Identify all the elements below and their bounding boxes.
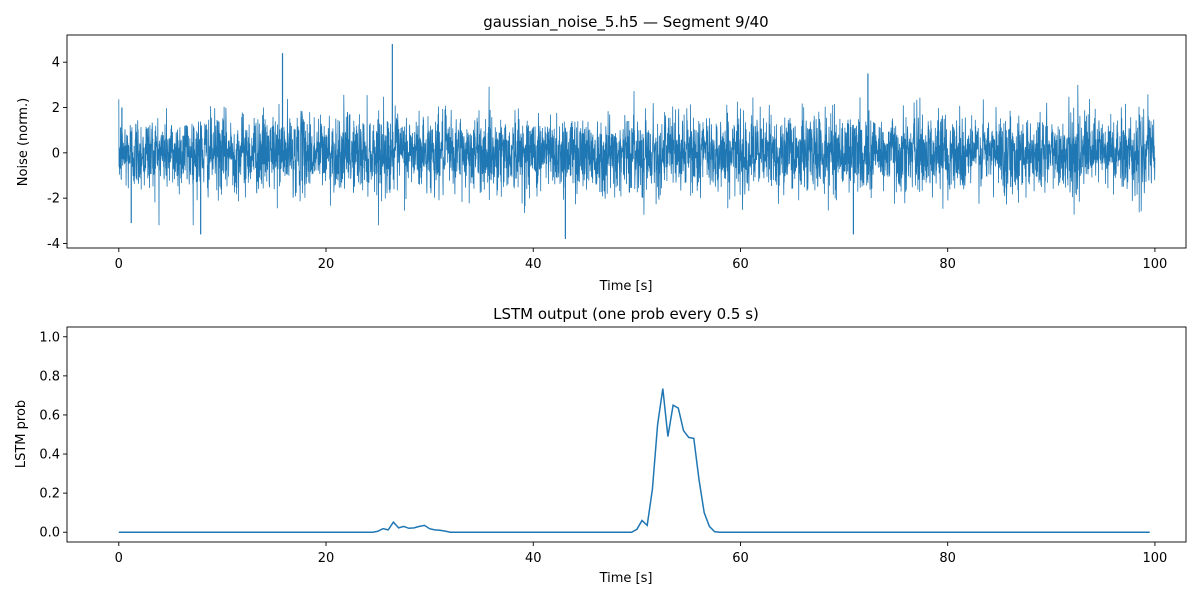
lstm-x-axis: 0 20 40 60 80 100 bbox=[115, 542, 1168, 566]
lstm-series-line bbox=[118, 388, 1150, 533]
lstm-y-tick-label: 0.4 bbox=[39, 448, 60, 463]
lstm-x-tick-label: 20 bbox=[318, 551, 335, 566]
lstm-x-tick-label: 40 bbox=[525, 551, 542, 566]
lstm-y-tick-label: 0.0 bbox=[39, 526, 60, 541]
lstm-y-tick-label: 0.2 bbox=[39, 487, 60, 502]
lstm-x-tick-label: 80 bbox=[939, 551, 956, 566]
noise-x-tick-label: 80 bbox=[939, 257, 956, 272]
noise-series-line bbox=[118, 84, 1156, 226]
noise-x-tick-label: 60 bbox=[732, 257, 749, 272]
noise-panel: gaussian_noise_5.h5 — Segment 9/40 0 20 40… bbox=[16, 13, 1187, 294]
lstm-x-axis-label: Time [s] bbox=[599, 571, 653, 586]
lstm-y-tick-label: 0.6 bbox=[39, 408, 60, 423]
lstm-y-axis-label: LSTM prob bbox=[14, 400, 29, 468]
lstm-x-tick-label: 60 bbox=[732, 551, 749, 566]
noise-chart-title: gaussian_noise_5.h5 — Segment 9/40 bbox=[483, 13, 768, 32]
noise-x-tick-label: 40 bbox=[525, 257, 542, 272]
lstm-y-tick-label: 0.8 bbox=[39, 369, 60, 384]
noise-x-tick-label: 100 bbox=[1143, 257, 1168, 272]
lstm-plot-frame bbox=[66, 326, 1187, 543]
lstm-y-axis: 0.0 0.2 0.4 0.6 0.8 1.0 bbox=[39, 330, 67, 541]
lstm-x-tick-label: 0 bbox=[115, 551, 123, 566]
noise-plot-frame bbox=[66, 34, 1187, 249]
noise-y-axis-label: Noise (norm.) bbox=[16, 98, 31, 186]
noise-spikes bbox=[121, 44, 869, 239]
noise-x-tick-label: 0 bbox=[115, 257, 123, 272]
noise-y-tick-label: 2 bbox=[52, 101, 60, 116]
lstm-panel: LSTM output (one prob every 0.5 s) 0 20 40… bbox=[14, 305, 1187, 586]
noise-x-tick-label: 20 bbox=[318, 257, 335, 272]
noise-x-axis: 0 20 40 60 80 100 bbox=[115, 248, 1168, 272]
lstm-y-tick-label: 1.0 bbox=[39, 330, 60, 345]
noise-y-tick-label: -2 bbox=[47, 192, 60, 207]
noise-y-tick-label: 4 bbox=[52, 56, 60, 71]
noise-x-axis-label: Time [s] bbox=[599, 279, 653, 294]
noise-y-tick-label: 0 bbox=[52, 146, 60, 161]
noise-y-axis: -4 -2 0 2 4 bbox=[47, 56, 67, 252]
lstm-x-tick-label: 100 bbox=[1143, 551, 1168, 566]
noise-y-tick-label: -4 bbox=[47, 237, 60, 252]
lstm-chart-title: LSTM output (one prob every 0.5 s) bbox=[493, 305, 759, 323]
